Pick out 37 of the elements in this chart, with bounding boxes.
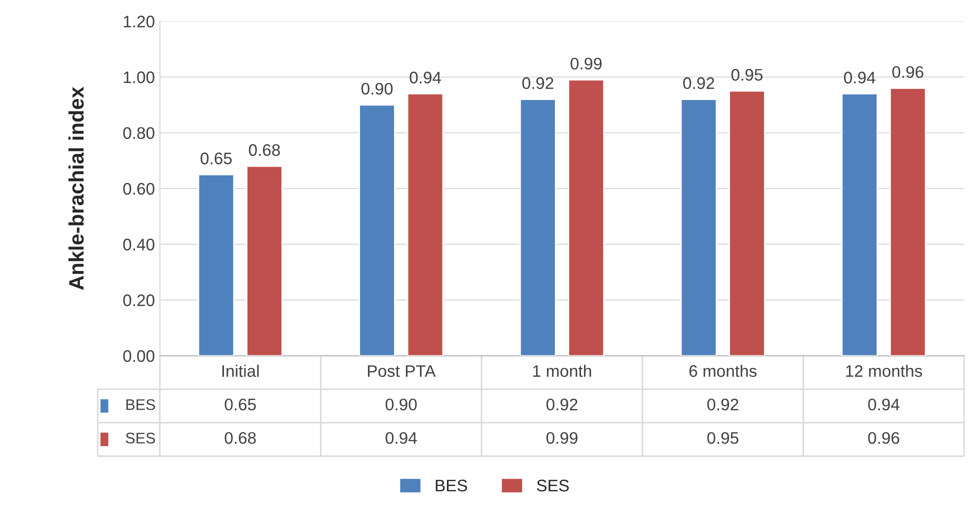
data-label: 0.65	[224, 398, 256, 410]
y-tick-label: 1.00	[124, 71, 154, 84]
text: 0.65	[200, 152, 232, 164]
x-tick-label: 6 months	[689, 364, 757, 377]
data-label: 0.92	[707, 398, 738, 410]
text: 0.92	[522, 77, 554, 90]
y-tick-label: 1.20	[124, 16, 154, 28]
data-label: 0.90	[386, 398, 417, 410]
y-tick-label: 0.60	[123, 182, 154, 195]
legend-label: BES	[126, 399, 156, 410]
y-tick-label: 0.00	[123, 350, 154, 362]
text: 0.90	[361, 82, 393, 95]
text: 0.99	[570, 58, 602, 70]
y-tick-label: 0.20	[123, 294, 154, 306]
x-tick-label: Post PTA	[368, 365, 436, 377]
data-label: 0.94	[386, 432, 417, 444]
data-label: 0.96	[868, 432, 900, 444]
x-tick-label: Initial	[222, 364, 259, 377]
y-tick-label: 0.40	[123, 238, 154, 250]
text: 0.68	[248, 144, 280, 156]
y-tick-label: 0.80	[123, 127, 154, 139]
text: BES	[436, 480, 468, 492]
text: 0.96	[892, 66, 924, 78]
data-label: 0.92	[546, 398, 578, 410]
text: SES	[536, 480, 569, 492]
data-label: 0.95	[707, 432, 738, 444]
data-label: 0.68	[224, 432, 256, 444]
text: 0.94	[844, 72, 876, 84]
y-axis-title: Ankle-brachial index	[68, 86, 84, 290]
data-label: 0.94	[868, 398, 900, 410]
x-tick-label: 1 month	[533, 364, 592, 377]
x-tick-label: 12 months	[846, 364, 922, 377]
text: 0.92	[683, 77, 714, 90]
legend-label: SES	[126, 432, 156, 444]
text: 0.95	[731, 68, 763, 81]
data-label: 0.99	[546, 432, 578, 444]
text: 0.94	[410, 72, 442, 84]
